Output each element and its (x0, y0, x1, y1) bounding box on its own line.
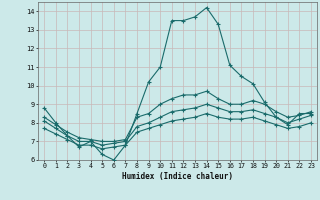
X-axis label: Humidex (Indice chaleur): Humidex (Indice chaleur) (122, 172, 233, 181)
